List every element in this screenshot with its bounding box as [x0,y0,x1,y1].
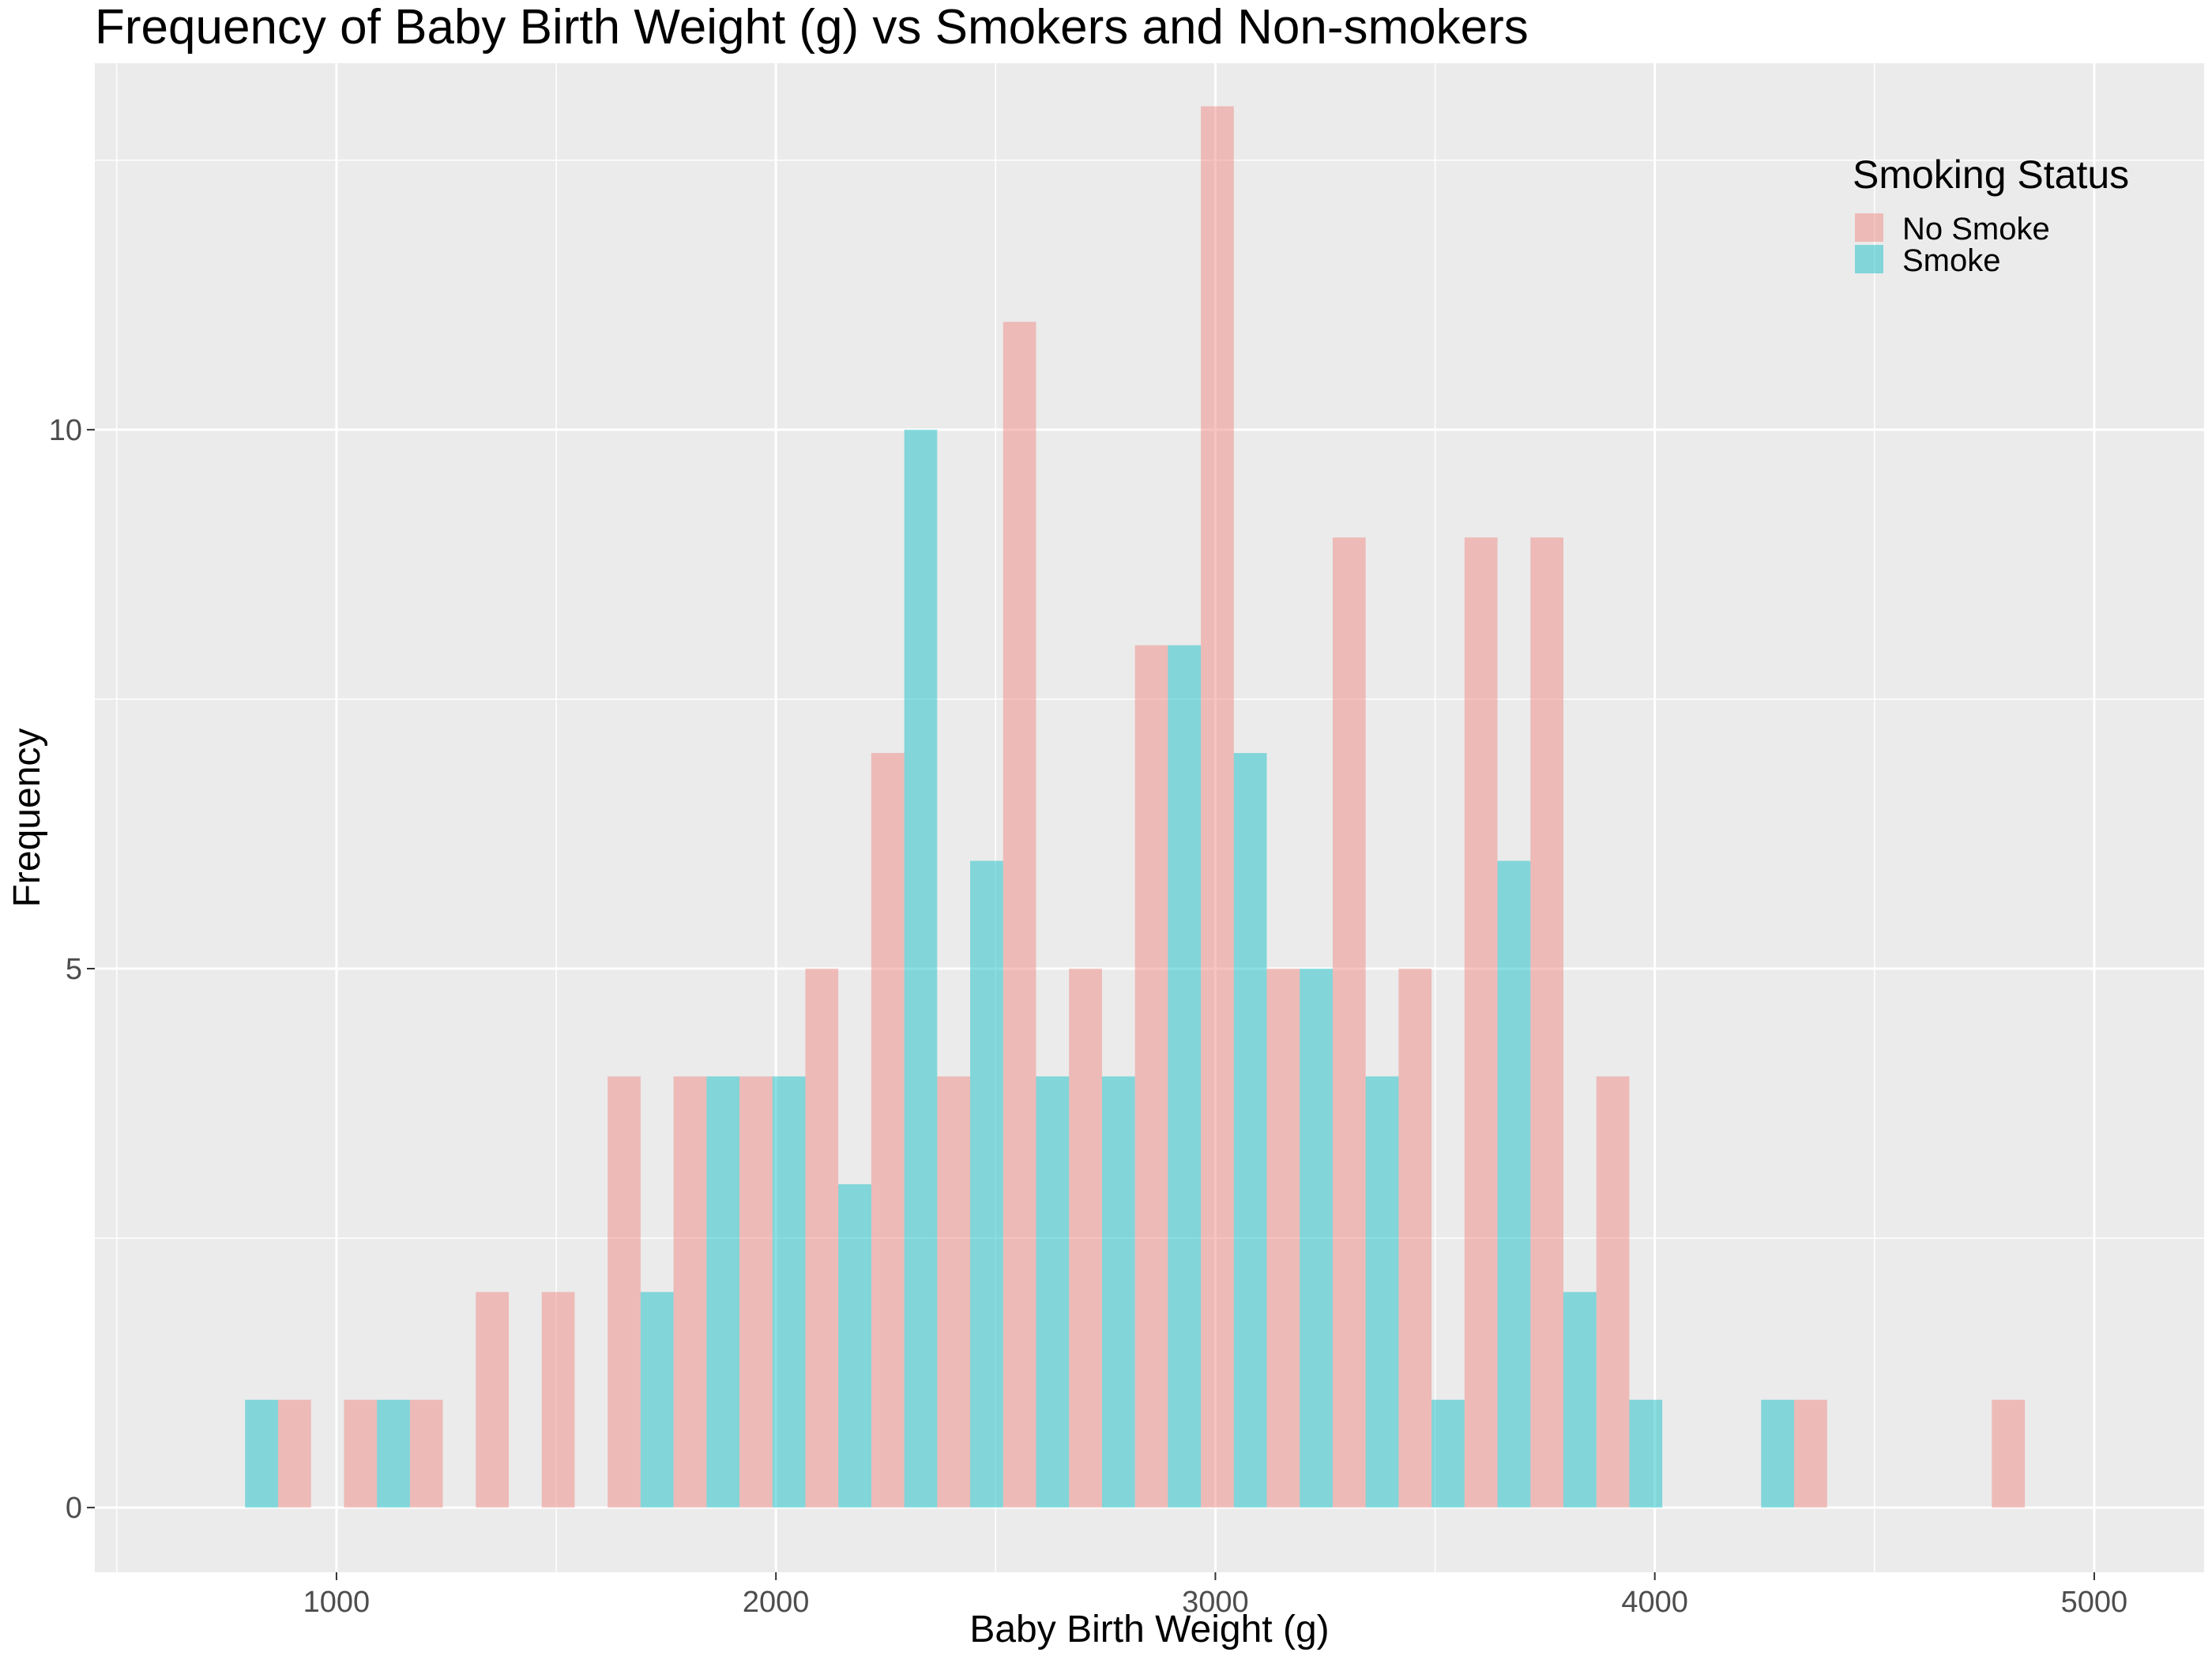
bar-smoke [245,1399,278,1508]
x-tick-label: 3000 [1182,1586,1249,1619]
bar-smoke [904,429,938,1508]
bar-no-smoke [1398,969,1432,1508]
bar-no-smoke [937,1076,971,1508]
bar-no-smoke [871,753,905,1508]
chart-title: Frequency of Baby Birth Weight (g) vs Sm… [95,0,1529,55]
x-axis: 1000 2000 3000 4000 5000 [303,1572,2128,1619]
bar-smoke [1497,860,1531,1508]
bar-no-smoke [277,1399,311,1508]
legend-swatch-smoke [1855,245,1883,273]
bar-no-smoke [1596,1076,1630,1508]
bar-no-smoke [608,1076,641,1508]
bar-no-smoke [805,969,839,1508]
y-tick-label: 10 [49,414,82,447]
bar-smoke [377,1399,410,1508]
x-tick-label: 1000 [303,1586,371,1619]
legend-swatch-no-smoke [1855,213,1883,242]
bar-no-smoke [541,1292,575,1508]
bar-smoke [1761,1399,1795,1508]
bar-no-smoke [1530,537,1563,1508]
y-axis: 0 5 10 [49,414,95,1525]
bar-smoke [970,860,1003,1508]
bar-no-smoke [1069,969,1102,1508]
bar-smoke [1629,1399,1663,1508]
bar-smoke [1233,753,1267,1508]
bar-no-smoke [739,1076,773,1508]
bar-smoke [640,1292,674,1508]
x-tick-label: 4000 [1621,1586,1688,1619]
bar-no-smoke [1201,106,1234,1508]
y-axis-title: Frequency [6,728,48,908]
bar-no-smoke [1794,1399,1827,1508]
bar-no-smoke [1992,1399,2026,1508]
bar-smoke [1300,969,1333,1508]
bar-no-smoke [673,1076,707,1508]
bar-no-smoke [1003,322,1036,1508]
x-tick-label: 2000 [743,1586,810,1619]
bar-no-smoke [1332,537,1366,1508]
y-tick-label: 5 [66,953,82,986]
bar-smoke [772,1076,806,1508]
bar-smoke [1168,645,1202,1508]
bar-smoke [1431,1399,1465,1508]
bar-smoke [838,1184,871,1508]
bar-smoke [706,1076,740,1508]
bar-no-smoke [1266,969,1300,1508]
legend-title: Smoking Status [1853,152,2129,197]
bar-no-smoke [476,1292,509,1508]
histogram-bars [245,106,2026,1508]
bar-smoke [1101,1076,1135,1508]
y-tick-label: 0 [66,1492,82,1525]
bar-no-smoke [1464,537,1498,1508]
legend-label-smoke: Smoke [1902,243,2001,278]
x-tick-label: 5000 [2061,1586,2128,1619]
legend-label-no-smoke: No Smoke [1902,212,2050,247]
bar-smoke [1563,1292,1597,1508]
bar-smoke [1036,1076,1070,1508]
bar-smoke [1365,1076,1399,1508]
bar-no-smoke [344,1399,378,1508]
bar-no-smoke [409,1399,443,1508]
bar-no-smoke [1134,645,1168,1508]
x-axis-title: Baby Birth Weight (g) [969,1609,1329,1650]
legend: Smoking Status No Smoke Smoke [1853,152,2129,278]
